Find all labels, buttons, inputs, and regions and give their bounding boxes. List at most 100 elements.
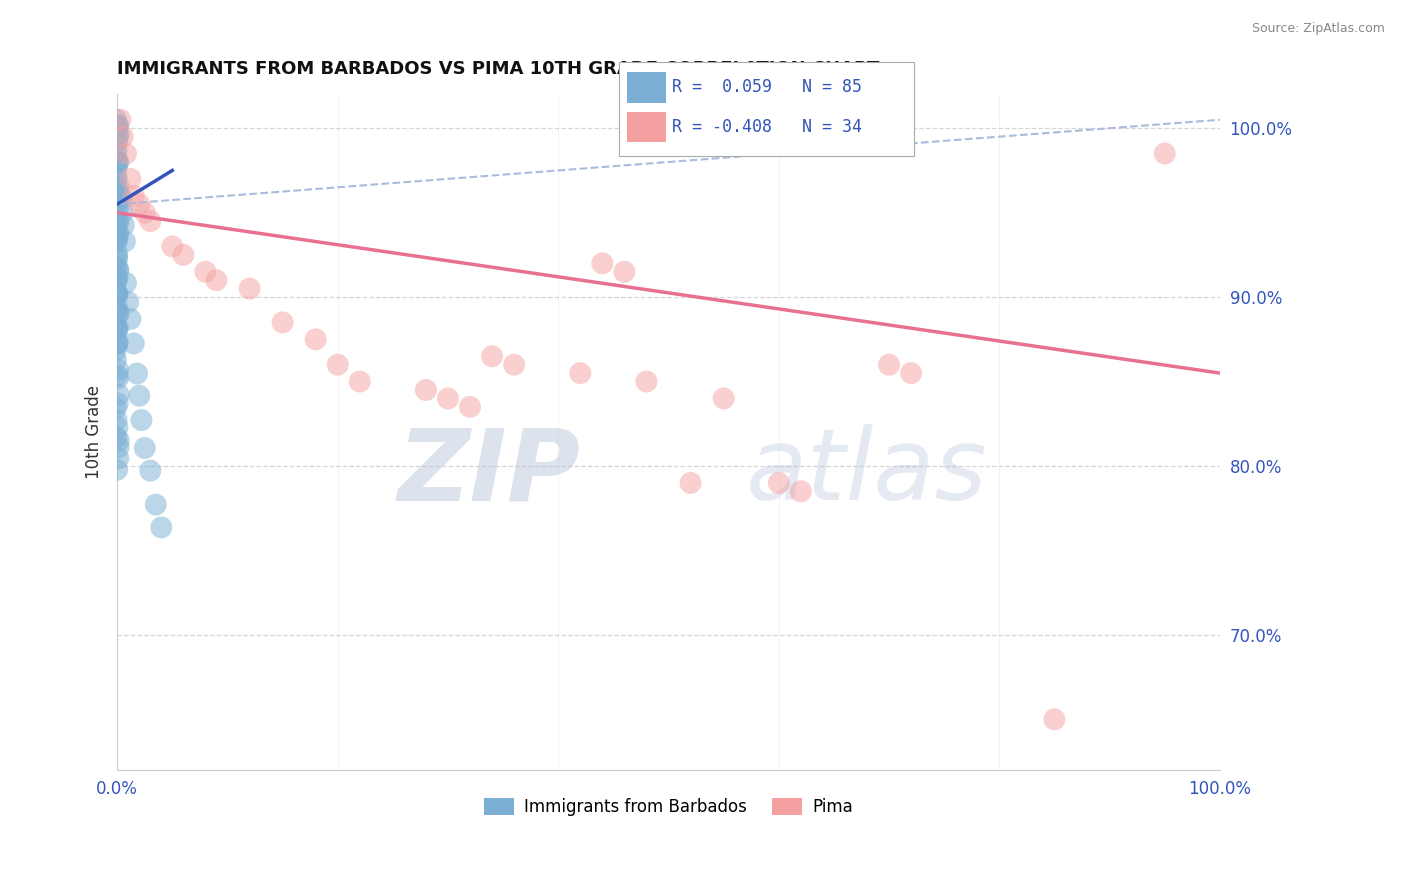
- Point: [105, 430, 128, 444]
- Point: [105, 130, 128, 145]
- Point: [107, 362, 129, 376]
- Point: [503, 358, 526, 372]
- Point: [107, 155, 129, 169]
- Point: [107, 120, 129, 135]
- Point: [104, 219, 127, 234]
- Point: [1043, 712, 1066, 726]
- Point: [105, 233, 128, 247]
- Point: [107, 307, 129, 321]
- Point: [107, 434, 129, 448]
- Point: [115, 146, 138, 161]
- Point: [107, 230, 129, 244]
- Point: [105, 337, 128, 351]
- Point: [107, 270, 129, 285]
- Point: [591, 256, 613, 270]
- Point: [107, 226, 129, 240]
- Point: [105, 321, 128, 335]
- Point: [105, 252, 128, 266]
- Point: [107, 194, 129, 209]
- Point: [105, 303, 128, 318]
- Point: [105, 119, 128, 133]
- Point: [105, 301, 128, 315]
- Point: [107, 189, 129, 203]
- Point: [110, 112, 132, 127]
- Point: [128, 197, 150, 211]
- Point: [107, 335, 129, 350]
- Point: [104, 191, 127, 205]
- Point: [636, 375, 658, 389]
- Point: [105, 214, 128, 228]
- Point: [900, 366, 922, 380]
- Point: [205, 273, 228, 287]
- Point: [134, 205, 156, 219]
- Point: [107, 420, 129, 434]
- Point: [105, 288, 128, 302]
- Point: [128, 389, 150, 403]
- Point: [107, 387, 129, 401]
- Point: [107, 451, 129, 466]
- Point: [104, 112, 127, 127]
- Point: [111, 129, 134, 144]
- Point: [120, 172, 142, 186]
- Point: [105, 170, 128, 185]
- Point: [105, 143, 128, 157]
- Point: [172, 248, 194, 262]
- Point: [107, 371, 129, 385]
- Point: [105, 227, 128, 241]
- Point: [125, 367, 148, 381]
- Point: [150, 520, 173, 534]
- Point: [481, 349, 503, 363]
- Point: [107, 199, 129, 213]
- Point: [437, 392, 460, 406]
- Point: [105, 182, 128, 196]
- Point: [122, 188, 145, 202]
- Point: [326, 358, 349, 372]
- Point: [117, 295, 139, 310]
- Point: [271, 315, 294, 329]
- Point: [105, 134, 128, 148]
- Point: [104, 352, 127, 367]
- Point: [107, 287, 129, 301]
- Point: [105, 286, 128, 301]
- Point: [134, 441, 156, 455]
- Text: ZIP: ZIP: [398, 425, 581, 521]
- Y-axis label: 10th Grade: 10th Grade: [86, 385, 103, 479]
- Point: [194, 265, 217, 279]
- Point: [107, 215, 129, 229]
- Text: R = -0.408   N = 34: R = -0.408 N = 34: [672, 118, 862, 136]
- Point: [107, 306, 129, 320]
- Point: [104, 146, 127, 161]
- Point: [349, 375, 371, 389]
- Point: [105, 368, 128, 383]
- Text: atlas: atlas: [745, 425, 987, 521]
- Point: [679, 475, 702, 490]
- Point: [105, 286, 128, 301]
- Point: [115, 276, 138, 290]
- Point: [107, 440, 129, 454]
- Point: [107, 128, 129, 142]
- Text: R =  0.059   N = 85: R = 0.059 N = 85: [672, 78, 862, 96]
- Point: [458, 400, 481, 414]
- Point: [105, 246, 128, 260]
- Point: [105, 335, 128, 350]
- Point: [569, 366, 592, 380]
- Point: [107, 262, 129, 277]
- Point: [105, 324, 128, 338]
- Point: [305, 332, 328, 346]
- Point: [105, 235, 128, 249]
- Point: [107, 321, 129, 335]
- Point: [790, 484, 813, 499]
- Point: [107, 155, 129, 169]
- Point: [107, 396, 129, 410]
- Point: [877, 358, 900, 372]
- Point: [105, 182, 128, 196]
- Point: [105, 202, 128, 217]
- Point: [105, 161, 128, 176]
- Point: [104, 172, 127, 186]
- Point: [107, 118, 129, 132]
- Point: [131, 413, 153, 427]
- Point: [415, 383, 437, 397]
- Point: [114, 235, 136, 249]
- Point: [162, 239, 184, 253]
- Point: [105, 413, 128, 427]
